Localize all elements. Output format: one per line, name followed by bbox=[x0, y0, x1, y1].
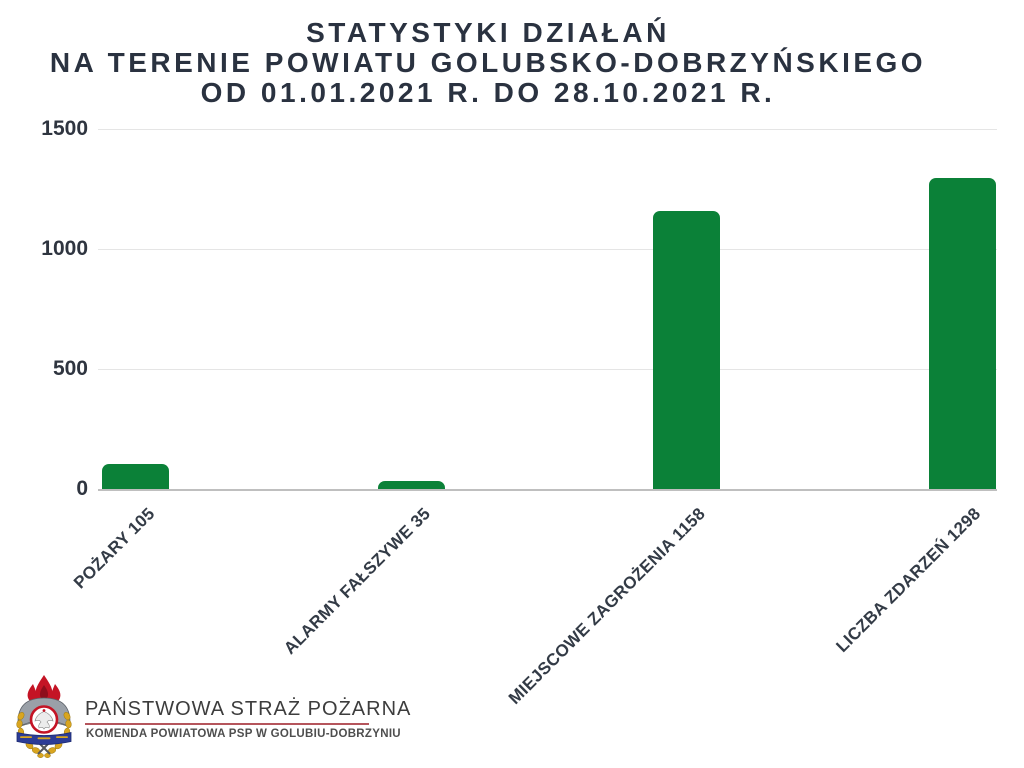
chart-title-line-1: STATYSTYKI DZIAŁAŃ bbox=[306, 17, 670, 48]
gridline bbox=[98, 369, 997, 371]
y-tick-label: 1000 bbox=[41, 237, 88, 261]
org-subtitle: KOMENDA POWIATOWA PSP W GOLUBIU-DOBRZYNI… bbox=[86, 728, 401, 740]
gridline bbox=[98, 249, 997, 251]
y-tick-label: 0 bbox=[76, 477, 88, 500]
chart-title: STATYSTYKI DZIAŁAŃ NA TERENIE POWIATU GO… bbox=[0, 18, 1024, 108]
chart-bar bbox=[653, 211, 720, 489]
chart-bar bbox=[378, 480, 445, 489]
x-tick-label: ALARMY FAŁSZYWE 35 bbox=[279, 504, 434, 658]
org-name: PAŃSTWOWA STRAŻ POŻARNA bbox=[85, 698, 412, 720]
psp-crest-icon bbox=[16, 675, 72, 758]
chart-title-line-3: OD 01.01.2021 R. DO 28.10.2021 R. bbox=[200, 77, 776, 108]
flame-icon bbox=[27, 675, 61, 703]
y-tick-label: 1500 bbox=[41, 117, 88, 141]
chart-title-line-2: NA TERENIE POWIATU GOLUBSKO-DOBRZYŃSKIEG… bbox=[49, 47, 927, 78]
x-axis-line bbox=[98, 488, 997, 491]
banner-icon bbox=[16, 732, 72, 745]
gridline bbox=[98, 129, 997, 131]
x-tick-label: POŻARY 105 bbox=[69, 504, 158, 593]
x-tick-label: LICZBA ZDARZEŃ 1298 bbox=[832, 504, 985, 656]
org-name-underline bbox=[85, 723, 369, 725]
y-tick-label: 500 bbox=[52, 357, 88, 381]
chart-bar bbox=[102, 463, 169, 489]
eagle-medallion-icon bbox=[29, 705, 59, 734]
x-tick-label: MIEJSCOWE ZAGROŻENIA 1158 bbox=[504, 504, 709, 708]
chart-bar bbox=[928, 177, 996, 489]
